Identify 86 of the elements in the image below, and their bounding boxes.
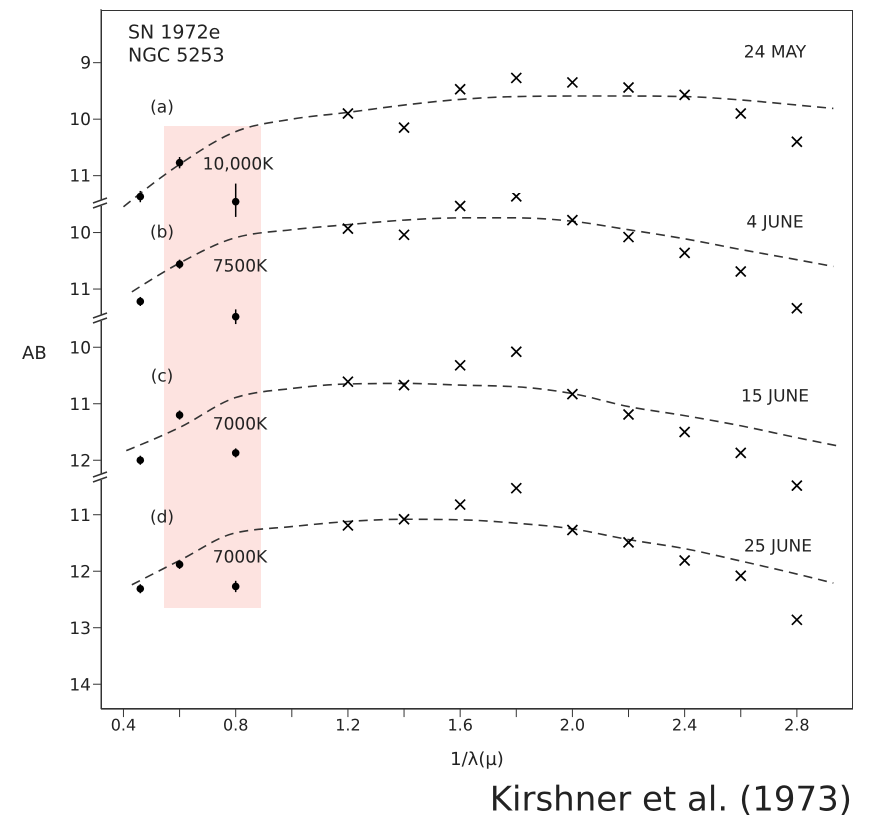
point <box>791 614 803 626</box>
annotation: NGC 5253 <box>128 44 225 67</box>
point <box>398 513 410 526</box>
y-tick-label: 12 <box>69 451 92 472</box>
point <box>622 82 634 94</box>
point <box>176 158 184 166</box>
point <box>510 482 522 494</box>
x-tick-label: 1.6 <box>447 715 473 734</box>
point <box>678 89 690 101</box>
point <box>734 266 747 278</box>
point <box>342 108 354 120</box>
y-tick-label: 13 <box>69 618 92 639</box>
point <box>232 198 240 206</box>
point <box>566 524 578 536</box>
point <box>454 498 466 510</box>
point <box>176 560 184 568</box>
y-tick-label: 12 <box>69 562 92 582</box>
point <box>566 76 578 88</box>
point <box>791 136 803 148</box>
point <box>398 379 410 391</box>
x-axis-title: 1/λ(μ) <box>450 749 504 770</box>
point <box>622 536 634 548</box>
y-tick-label: 10 <box>69 338 92 358</box>
annotation: 7500K <box>212 256 268 277</box>
point <box>136 298 144 306</box>
point <box>678 247 690 259</box>
x-tick-label: 0.8 <box>222 715 248 734</box>
annotation: 7000K <box>212 548 268 568</box>
point <box>232 312 240 321</box>
y-tick-label: 11 <box>69 166 92 187</box>
point <box>176 411 184 419</box>
annotation: (c) <box>150 366 174 387</box>
annotation: 25 JUNE <box>744 536 812 557</box>
annotation: 24 MAY <box>744 42 806 63</box>
point <box>232 582 240 590</box>
x-tick-label: 2.4 <box>672 715 698 734</box>
x-tick-label: 2.0 <box>560 715 586 734</box>
x-tick-label: 2.8 <box>784 715 810 734</box>
point <box>622 231 634 243</box>
text: Kirshner et al. (1973) <box>490 779 852 820</box>
point <box>791 480 803 492</box>
point <box>734 108 747 120</box>
point <box>136 192 144 200</box>
point <box>232 449 240 457</box>
point <box>510 193 522 202</box>
point <box>136 584 144 593</box>
point <box>622 408 634 420</box>
point <box>454 83 466 96</box>
annotation: SN 1972e <box>128 22 220 44</box>
point <box>510 346 522 358</box>
point <box>342 520 354 532</box>
line-series <box>122 95 834 208</box>
point <box>454 359 466 372</box>
point <box>398 228 410 241</box>
annotation: 4 JUNE <box>746 212 804 233</box>
annotation: 15 JUNE <box>741 386 809 407</box>
annotation: 7000K <box>212 414 268 435</box>
y-tick-label: 11 <box>69 394 92 415</box>
point <box>566 388 578 400</box>
point <box>791 302 803 314</box>
point <box>342 222 354 234</box>
point <box>398 122 410 134</box>
annotation: (a) <box>150 98 174 118</box>
x-tick-label: 0.4 <box>110 715 136 734</box>
y-tick-label: 11 <box>69 506 92 526</box>
y-tick-label: 10 <box>69 110 92 130</box>
y-tick-label: 9 <box>80 54 92 74</box>
point <box>454 200 466 212</box>
point <box>734 570 747 582</box>
annotation: (b) <box>150 222 174 243</box>
x-tick-label: 1.2 <box>335 715 361 734</box>
point <box>734 447 747 459</box>
annotation: 10,000K <box>202 154 274 175</box>
point <box>510 72 522 84</box>
point <box>176 260 184 268</box>
point <box>136 456 144 464</box>
line-series <box>131 217 834 293</box>
y-axis-title: AB <box>22 343 47 364</box>
y-tick-label: 14 <box>69 675 92 696</box>
annotation: (d) <box>150 508 174 528</box>
point <box>342 376 354 388</box>
y-tick-label: 10 <box>69 224 92 244</box>
point <box>678 426 690 438</box>
point <box>678 554 690 566</box>
y-tick-label: 11 <box>69 280 92 300</box>
point <box>566 214 578 226</box>
